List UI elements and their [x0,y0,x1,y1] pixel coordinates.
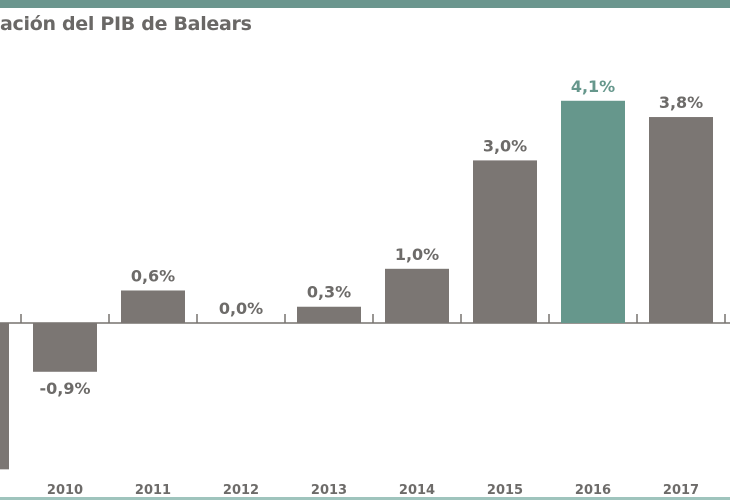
category-label-2012: 2012 [223,483,259,498]
data-label-2014: 1,0% [395,245,439,264]
bottom-accent-bar [0,497,730,500]
bar-2010 [33,323,97,372]
top-accent-bar [0,0,730,8]
bar-2013 [297,306,361,323]
category-label-2011: 2011 [135,483,171,498]
bar-2016 [561,100,625,323]
bar-2014 [385,268,449,323]
data-label-2013: 0,3% [307,283,351,302]
category-label-2010: 2010 [47,483,83,498]
data-label-2011: 0,6% [131,266,175,285]
category-label-2014: 2014 [399,483,435,498]
category-label-2016: 2016 [575,483,611,498]
data-label-2016: 4,1% [571,77,615,96]
data-label-2017: 3,8% [659,93,703,112]
category-label-2015: 2015 [487,483,523,498]
category-label-2017: 2017 [663,483,699,498]
bar-2009 [0,323,9,470]
bar-2011 [121,290,185,323]
bar-2015 [473,160,537,323]
chart-title: ación del PIB de Balears [0,13,252,35]
category-label-2013: 2013 [311,483,347,498]
data-label-2010: -0,9% [39,379,90,398]
data-label-2012: 0,0% [219,299,263,318]
data-label-2015: 3,0% [483,136,527,155]
bar-2017 [649,117,713,323]
